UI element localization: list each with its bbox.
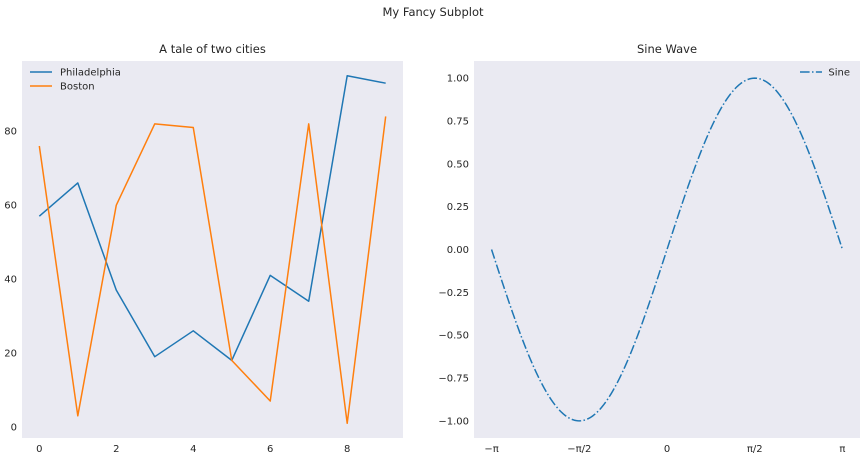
series-line [38,116,387,424]
x-tick-label: 0 [36,444,42,455]
x-tick-label: −π [484,444,498,455]
x-tick-label: 2 [113,444,119,455]
x-tick-label: 4 [190,444,196,455]
legend-label: Philadelphia [60,68,121,79]
x-tick-label: 0 [664,444,670,455]
figure-suptitle: My Fancy Subplot [382,5,484,19]
y-tick-label: 40 [4,275,17,286]
y-tick-label: 0.75 [447,116,469,127]
x-tick-label: 6 [267,444,273,455]
y-tick-label: −0.75 [438,374,469,385]
subplot-right: Sine Wave −π −π/2 0 π/2 π −1.00 −0.75 −0.50 −0.25… [438,42,860,455]
y-tick-label: −0.25 [438,288,469,299]
y-tick-label: 0 [11,422,17,433]
y-tick-label: 80 [4,127,17,138]
y-tick-label: 60 [4,201,17,212]
series-line [38,75,386,362]
y-tick-label: 0.25 [447,202,469,213]
legend-label: Sine [828,68,850,79]
legend: Sine [800,68,850,79]
y-tick-label: 0.00 [447,245,469,256]
x-tick-label: 8 [344,444,350,455]
y-tick-label: 0.50 [447,159,469,170]
y-tick-label: 1.00 [447,74,469,85]
series-line [490,77,844,422]
y-tick-label: 20 [4,348,17,359]
x-tick-label: π [839,444,845,455]
y-tick-label: −1.00 [438,416,469,427]
plot-area [22,61,403,438]
legend-label: Boston [60,82,95,93]
x-tick-label: −π/2 [567,444,591,455]
subplot-title: Sine Wave [637,42,697,56]
subplot-title: A tale of two cities [159,42,266,56]
plot-area [474,61,860,438]
legend: Philadelphia Boston [30,68,121,93]
x-tick-label: π/2 [747,444,763,455]
y-tick-label: −0.50 [438,331,469,342]
